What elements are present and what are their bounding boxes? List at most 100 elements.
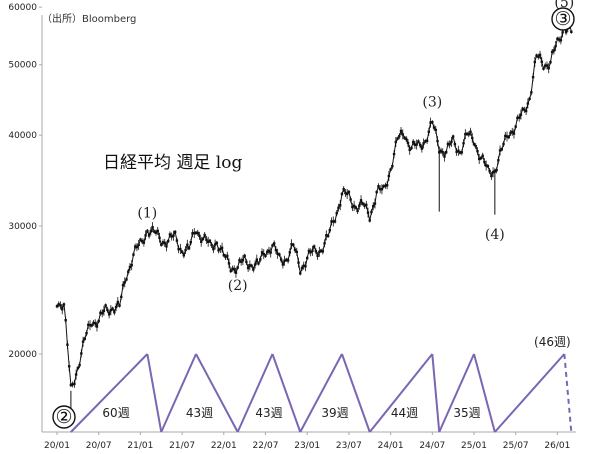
weekly-candle — [429, 121, 432, 124]
cycle-marker-circle — [551, 7, 575, 31]
weekly-candle — [354, 206, 358, 209]
weekly-candle — [533, 60, 537, 64]
weekly-candle — [191, 232, 194, 235]
cycle-length-label: 43週 — [255, 406, 282, 420]
weekly-candle — [425, 139, 429, 143]
weekly-candle — [345, 192, 349, 196]
cycle-marker-label: ③ — [554, 8, 571, 30]
weekly-candle — [325, 234, 328, 237]
wave-labels: (1) (2) (3) (4) (5) — [137, 0, 574, 294]
weekly-candle — [213, 243, 217, 246]
weekly-candle — [64, 319, 67, 322]
weekly-candle — [439, 149, 443, 152]
weekly-candle — [464, 132, 467, 136]
weekly-candle — [431, 120, 434, 124]
weekly-candle — [427, 130, 431, 133]
weekly-candle — [495, 168, 498, 172]
weekly-candle — [443, 155, 446, 158]
weekly-candle — [290, 243, 293, 246]
weekly-candle — [66, 343, 69, 346]
weekly-candle — [554, 44, 557, 48]
weekly-candle — [517, 116, 521, 119]
y-tick-label: 40000 — [8, 131, 37, 141]
weekly-candle — [293, 248, 297, 252]
weekly-candle — [365, 203, 368, 207]
weekly-candle — [401, 133, 404, 136]
weekly-candle — [104, 304, 107, 307]
weekly-candle — [196, 231, 199, 235]
weekly-candle — [498, 149, 502, 152]
weekly-candle — [259, 258, 262, 261]
wave-label: (4) — [485, 227, 505, 243]
weekly-candle — [245, 260, 248, 264]
weekly-candle — [224, 255, 227, 259]
weekly-candle — [540, 60, 543, 63]
weekly-candle — [111, 307, 114, 310]
weekly-candle — [557, 38, 561, 41]
weekly-candle — [384, 184, 387, 187]
weekly-candle — [233, 268, 236, 271]
weekly-candle — [156, 229, 159, 233]
weekly-candle — [314, 249, 318, 253]
weekly-candle — [179, 247, 182, 251]
weekly-candle — [299, 272, 302, 275]
weekly-candle — [544, 64, 547, 67]
weekly-candle — [321, 250, 325, 253]
weekly-candle — [219, 247, 222, 251]
cycle-marker-circle — [52, 405, 76, 429]
weekly-candle — [285, 258, 288, 262]
weekly-candle — [309, 251, 312, 254]
cycle-fall — [563, 353, 573, 433]
wave-label: (5) — [554, 0, 574, 11]
x-tick-label: 22/01 — [211, 441, 237, 451]
weekly-candle — [481, 154, 484, 157]
weekly-candle — [193, 231, 196, 235]
weekly-candle — [570, 30, 573, 33]
weekly-candle — [212, 247, 215, 251]
weekly-candle — [57, 303, 60, 306]
weekly-candle — [457, 149, 460, 152]
weekly-candle — [372, 205, 375, 208]
weekly-candle — [535, 54, 538, 57]
wave-label: (3) — [422, 95, 442, 111]
weekly-candle — [127, 270, 130, 273]
weekly-candle — [502, 142, 505, 146]
weekly-candle — [458, 151, 462, 154]
weekly-candle — [61, 308, 64, 311]
weekly-candle — [283, 259, 286, 262]
weekly-candle — [347, 190, 351, 194]
weekly-candle — [194, 231, 198, 235]
chart-title: 日経平均 週足 log — [103, 153, 242, 173]
weekly-candle — [182, 254, 186, 257]
weekly-candle — [246, 266, 250, 270]
weekly-candle — [123, 281, 126, 284]
weekly-candle — [478, 157, 481, 161]
weekly-candle — [144, 234, 147, 237]
weekly-candle — [125, 278, 128, 281]
weekly-candle — [102, 309, 106, 312]
weekly-candle — [272, 242, 276, 245]
weekly-candle — [547, 66, 550, 70]
weekly-candle — [260, 251, 264, 254]
weekly-candle — [206, 240, 210, 244]
weekly-candle — [455, 150, 458, 154]
weekly-candle — [545, 64, 549, 67]
weekly-candle — [210, 243, 213, 247]
weekly-candle — [297, 261, 300, 264]
weekly-candle — [250, 264, 253, 267]
weekly-candle — [497, 159, 500, 162]
weekly-candle — [76, 366, 80, 370]
weekly-candle — [304, 265, 307, 268]
weekly-candle — [100, 312, 104, 315]
weekly-candle — [445, 151, 448, 154]
weekly-candle — [120, 295, 123, 299]
weekly-candle — [408, 148, 411, 152]
x-tick-label: 25/07 — [503, 441, 529, 451]
weekly-candle — [528, 97, 531, 101]
weekly-candle — [253, 263, 257, 266]
weekly-candle — [330, 220, 333, 223]
weekly-candle — [311, 249, 314, 253]
cycle-rise — [236, 353, 274, 433]
weekly-candle — [436, 139, 439, 143]
